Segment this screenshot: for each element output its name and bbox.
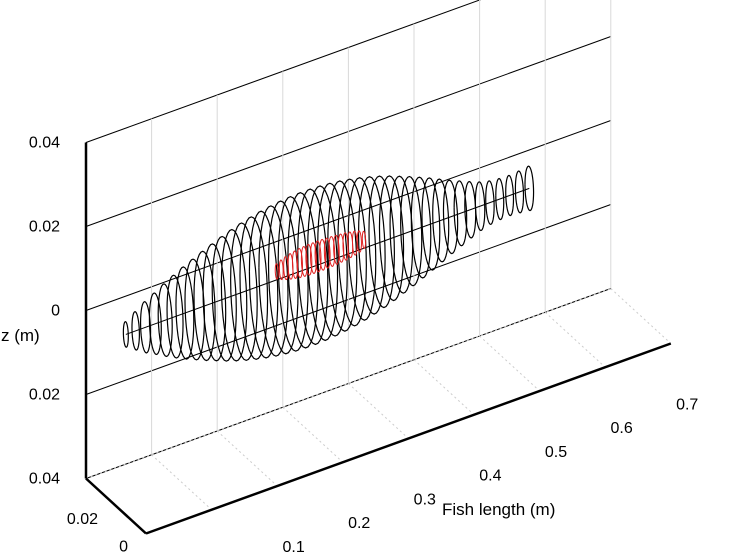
swimbladder-ring: [319, 238, 327, 271]
body-ring: [432, 178, 450, 263]
axes-lines: [84, 142, 672, 535]
swimbladder-ring: [314, 240, 322, 273]
body-ring: [453, 180, 468, 247]
z-tick-label: 0.02: [29, 387, 60, 404]
swimbladder-ring: [361, 230, 367, 249]
swimbladder-ring: [300, 245, 308, 277]
body-ring: [442, 179, 459, 255]
swimbladder-series: [274, 230, 367, 281]
body-ring: [378, 175, 405, 302]
z-tick-labels: 0.04 0.02 0 0.02 0.04: [29, 135, 60, 488]
floor-gridline-x: [348, 383, 409, 439]
body-ring: [410, 176, 432, 279]
swimbladder-ring: [309, 242, 317, 275]
floor-gridline-x: [544, 311, 606, 368]
y-tick-label: 0: [119, 539, 128, 556]
swimbladder-ring: [278, 259, 284, 281]
body-ring: [327, 180, 358, 332]
body-ring: [485, 180, 495, 226]
y-axis-line: [85, 477, 147, 535]
body-ring: [337, 178, 367, 327]
body-ring: [131, 311, 140, 351]
body-ring: [230, 222, 258, 362]
body-ring: [239, 216, 269, 361]
swimbladder-ring: [323, 237, 331, 269]
swimbladder-ring: [274, 263, 279, 280]
body-ring: [193, 250, 216, 362]
body-ring: [211, 235, 237, 362]
body-ring: [267, 200, 299, 355]
x-axis-label: Fish length (m): [442, 500, 555, 519]
x-axis-line: [145, 342, 672, 535]
body-ring: [166, 274, 184, 359]
swimbladder-ring: [356, 230, 362, 253]
x-tick-labels: 00.10.20.30.40.50.60.70.8: [282, 396, 698, 556]
z-tick-label: 0.04: [29, 471, 60, 488]
z-tick-label: 0.02: [29, 219, 60, 236]
body-ring: [277, 195, 309, 352]
grid-lines: [85, 0, 672, 534]
z-axis-label: z (m): [1, 326, 40, 345]
body-ring: [400, 175, 423, 287]
body-ring: [307, 185, 339, 342]
floor-gridline-x: [282, 406, 344, 463]
fish-body-series: [122, 165, 535, 362]
body-ring: [421, 177, 441, 271]
body-ring: [474, 181, 486, 232]
floor-gridline-y: [85, 288, 611, 479]
body-ring: [220, 228, 248, 362]
body-ring: [148, 292, 162, 356]
swimbladder-ring: [328, 235, 336, 267]
floor-gridline-x: [479, 335, 540, 392]
swimbladder-ring: [296, 248, 303, 279]
body-ring: [505, 174, 515, 217]
y-tick-labels: 0.02 0: [67, 511, 128, 556]
floor-gridline-x: [216, 430, 278, 487]
body-ring: [495, 177, 505, 221]
body-ring: [357, 176, 386, 315]
x-tick-label: 0.3: [414, 491, 436, 508]
swimbladder-ring: [333, 234, 340, 265]
body-ring: [248, 210, 279, 359]
body-ring: [514, 170, 525, 214]
body-ring: [258, 205, 289, 357]
x-tick-label: 0.2: [348, 515, 370, 532]
body-ring: [157, 283, 173, 358]
body-ring: [347, 177, 377, 321]
body-ring: [175, 266, 195, 360]
x-tick-label: 0.6: [610, 420, 632, 437]
body-ring: [287, 191, 319, 349]
floor-gridline-x: [413, 359, 475, 416]
z-tick-label: 0.04: [29, 135, 60, 152]
body-ring: [122, 320, 129, 348]
x-tick-label: 0.4: [479, 468, 501, 485]
z-tick-label: 0: [51, 303, 60, 320]
swimbladder-ring: [291, 250, 299, 279]
body-ring: [524, 165, 535, 212]
floor-gridline-x: [151, 454, 212, 511]
x-tick-label: 0.7: [676, 396, 698, 413]
body-ring: [368, 175, 395, 309]
body-ring: [202, 243, 227, 362]
body-ring: [297, 188, 329, 346]
x-tick-label: 0.5: [545, 444, 567, 461]
swimbladder-ring: [351, 230, 358, 256]
x-tick-label: 0.1: [282, 539, 304, 556]
body-ring: [317, 182, 348, 337]
floor-gridline-x: [610, 288, 672, 344]
swimbladder-ring: [305, 243, 313, 276]
y-tick-label: 0.02: [67, 511, 98, 528]
